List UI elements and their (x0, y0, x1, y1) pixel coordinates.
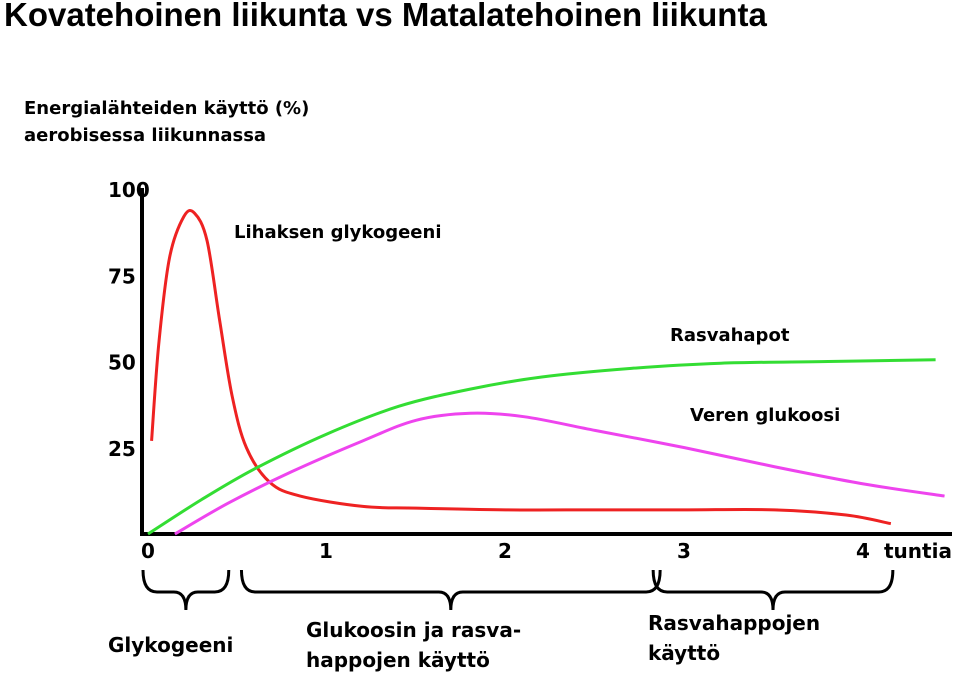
x-tick-label: 1 (319, 539, 333, 563)
series-line-lihaksen-glykogeeni (150, 209, 892, 526)
y-tick-label: 50 (108, 351, 136, 375)
series-label: Veren glukoosi (690, 405, 840, 426)
chart-title-line-1: Energialähteiden käyttö (%) (24, 98, 309, 119)
x-tick-label: 2 (498, 539, 512, 563)
y-tick-label: 100 (108, 178, 150, 202)
x-tick-label: 3 (677, 539, 691, 563)
series-label: Lihaksen glykogeeni (234, 222, 442, 243)
series-line-rasvahapot (147, 358, 936, 536)
slide-title: Kovatehoinen liikunta vs Matalatehoinen … (4, 0, 767, 33)
phase-brace (141, 569, 231, 611)
phase-label: Glukoosin ja rasva- (306, 618, 521, 642)
phase-brace (239, 569, 662, 611)
phase-label: käyttö (648, 641, 720, 665)
x-tick-label: 4 (856, 539, 870, 563)
chart-title-line-2: aerobisessa liikunnassa (24, 125, 266, 146)
x-axis-unit-label: tuntia (884, 539, 952, 563)
x-tick-label: 0 (141, 539, 155, 563)
y-tick-label: 25 (108, 437, 136, 461)
phase-label: happojen käyttö (306, 648, 490, 672)
phase-label: Rasvahappojen (648, 611, 820, 635)
phase-brace (651, 569, 895, 611)
series-label: Rasvahapot (670, 325, 790, 346)
y-tick-label: 75 (108, 264, 136, 288)
series-line-veren-glukoosi (174, 411, 945, 536)
phase-label: Glykogeeni (108, 633, 233, 657)
